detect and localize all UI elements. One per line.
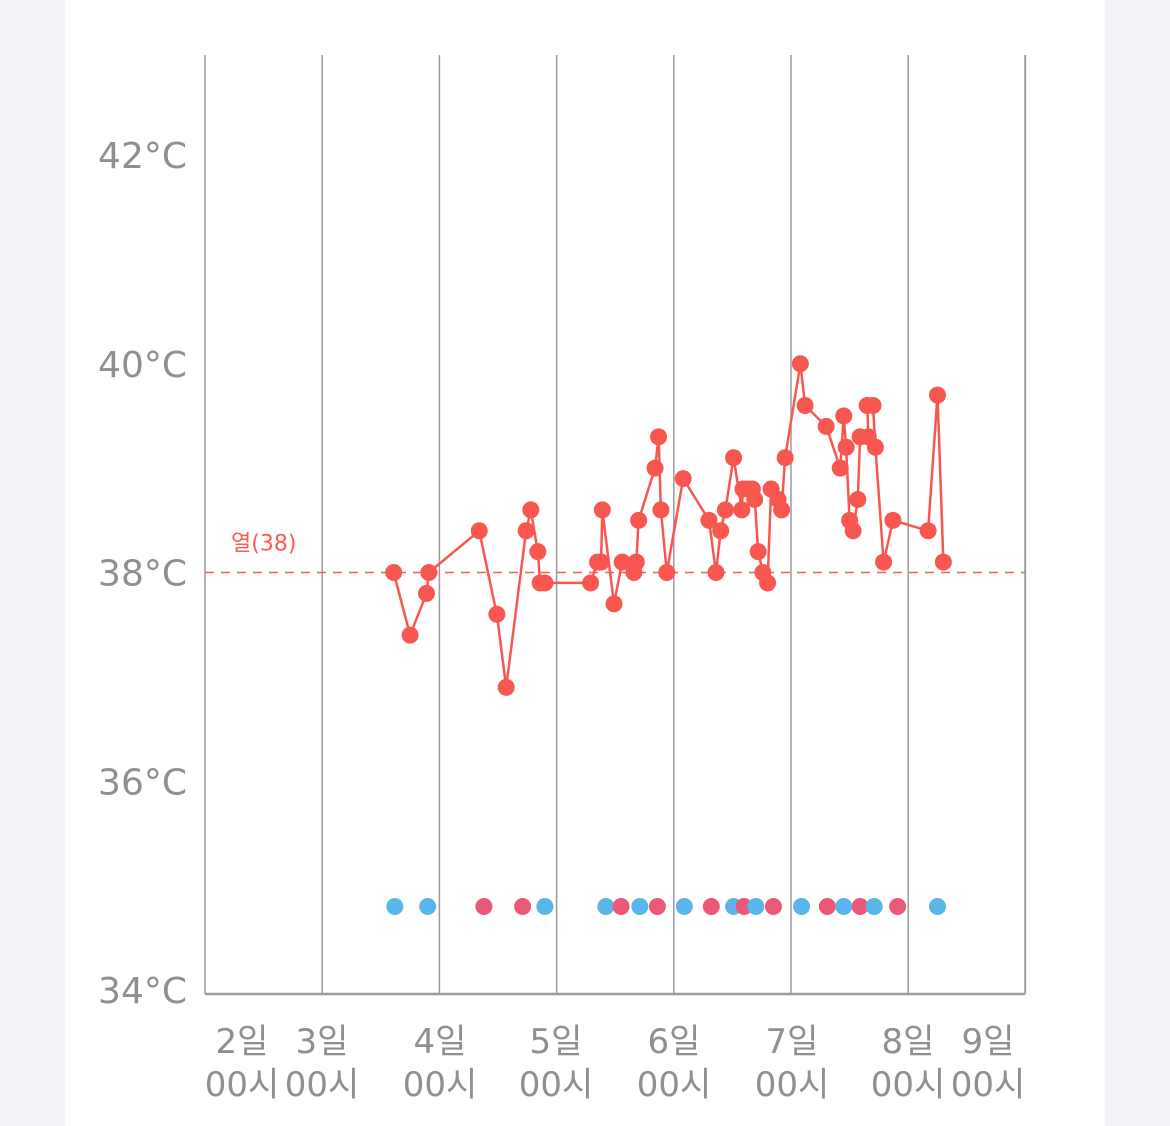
temperature-chart: 42°C40°C38°C36°C34°C2일00시3일00시4일00시5일00시…	[98, 55, 1027, 1105]
data-point	[733, 501, 751, 519]
y-tick-label: 42°C	[98, 136, 187, 177]
data-point	[646, 459, 664, 477]
data-point	[522, 501, 540, 519]
data-point	[773, 501, 791, 519]
data-point	[630, 511, 648, 529]
threshold-label: 열(38)	[231, 532, 296, 557]
event-marker-pink	[514, 898, 532, 915]
data-point	[517, 522, 535, 540]
data-point	[929, 386, 946, 404]
x-tick-time-label: 00시	[285, 1065, 360, 1105]
event-marker-pink	[648, 898, 666, 915]
x-tick-time-label: 00시	[951, 1065, 1026, 1105]
y-tick-label: 40°C	[98, 345, 187, 386]
event-marker-pink	[818, 898, 836, 915]
y-tick-label: 34°C	[98, 971, 187, 1012]
data-point	[700, 511, 718, 529]
data-point	[866, 438, 884, 456]
data-point	[707, 564, 725, 581]
x-tick-time-label: 00시	[755, 1065, 830, 1105]
data-point	[650, 428, 668, 446]
x-tick-time-label: 00시	[637, 1065, 712, 1105]
data-point	[488, 605, 506, 623]
data-point	[627, 553, 645, 571]
event-marker-pink	[889, 898, 907, 915]
data-point	[529, 543, 547, 561]
event-marker-blue	[631, 898, 649, 915]
y-tick-label: 38°C	[98, 554, 187, 595]
x-tick-day-label: 5일	[530, 1022, 583, 1062]
event-marker-blue	[419, 898, 437, 915]
data-point	[420, 564, 438, 581]
data-point	[536, 574, 554, 592]
x-tick-day-label: 6일	[648, 1022, 701, 1062]
data-point	[835, 407, 853, 425]
data-point	[837, 438, 855, 456]
event-marker-blue	[747, 898, 765, 915]
x-tick-day-label: 8일	[882, 1022, 935, 1062]
chart-card: 42°C 40°C 38°C 36°C 34°C 2일 00시 3일 00시 4일 00시 5일 00시…	[65, 0, 1105, 1126]
event-marker-pink	[764, 898, 782, 915]
data-point	[864, 397, 882, 414]
event-marker-blue	[597, 898, 615, 915]
data-point	[875, 553, 893, 571]
data-point	[934, 553, 952, 571]
data-point	[831, 459, 849, 477]
data-point	[776, 449, 794, 467]
event-marker-blue	[386, 898, 404, 915]
event-marker-pink	[612, 898, 630, 915]
data-point	[712, 522, 730, 540]
event-marker-blue	[929, 898, 946, 915]
event-marker-pink	[851, 898, 869, 915]
data-point	[749, 543, 767, 561]
data-point	[746, 490, 764, 508]
x-tick-day-label: 7일	[766, 1022, 819, 1062]
y-tick-label: 36°C	[98, 762, 187, 803]
event-marker-blue	[675, 898, 693, 915]
data-point	[652, 501, 670, 519]
data-point	[418, 584, 436, 602]
data-point	[674, 470, 692, 488]
data-point	[919, 522, 937, 540]
data-point	[401, 626, 419, 644]
x-tick-time-label: 00시	[519, 1065, 594, 1105]
event-marker-pink	[475, 898, 493, 915]
x-tick-time-label: 00시	[871, 1065, 946, 1105]
data-point	[759, 574, 777, 592]
event-marker-blue	[865, 898, 883, 915]
data-point	[592, 553, 610, 571]
data-point	[385, 564, 403, 581]
data-point	[593, 501, 611, 519]
data-point	[582, 574, 600, 592]
event-marker-pink	[702, 898, 720, 915]
data-point	[849, 490, 867, 508]
data-point	[844, 522, 862, 540]
data-point	[796, 397, 814, 414]
x-tick-day-label: 4일	[414, 1022, 467, 1062]
x-tick-day-label: 9일	[962, 1022, 1015, 1062]
data-point	[791, 355, 809, 373]
x-tick-time-label: 00시	[205, 1065, 280, 1105]
event-marker-blue	[835, 898, 853, 915]
data-point	[497, 678, 515, 696]
event-marker-pink	[735, 898, 753, 915]
x-tick-time-label: 00시	[403, 1065, 478, 1105]
data-point	[725, 449, 743, 467]
event-marker-blue	[793, 898, 811, 915]
data-point	[605, 595, 623, 613]
data-point	[658, 564, 676, 581]
x-tick-day-label: 3일	[296, 1022, 349, 1062]
data-point	[716, 501, 734, 519]
data-point	[613, 553, 631, 571]
data-point	[817, 417, 835, 435]
event-marker-blue	[536, 898, 554, 915]
data-point	[470, 522, 488, 540]
x-tick-day-label: 2일	[216, 1022, 269, 1062]
data-point	[884, 511, 902, 529]
